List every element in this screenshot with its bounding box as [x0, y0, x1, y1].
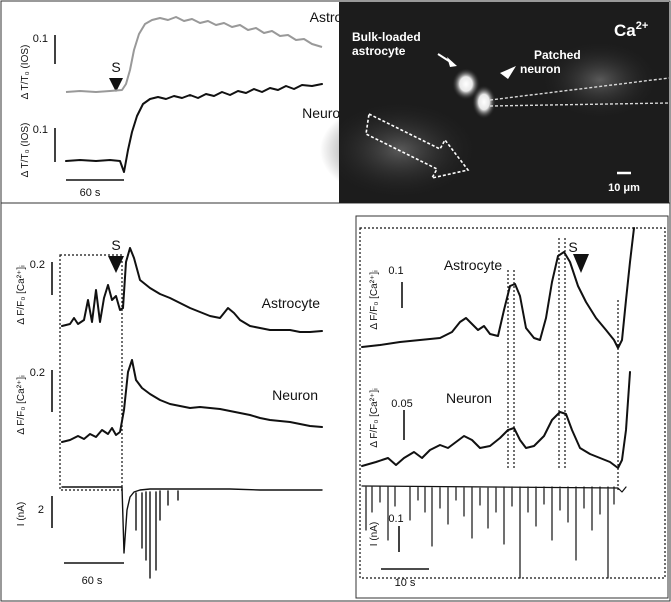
panel-d-inset-box — [359, 227, 666, 579]
panel-c-astrocyte-label: Astrocyte — [262, 295, 321, 311]
panel-d-time-label: 10 s — [395, 577, 416, 589]
panel-c-inset-box — [59, 254, 123, 491]
panel-d-scale-neuron-label: 0.05 — [391, 398, 412, 410]
background-haze-2 — [540, 40, 660, 120]
pipette-upper — [489, 77, 670, 101]
panel-a: Astrocyte Neuron S 0.1 0.1 60 s Δ T/T₀ (… — [20, 9, 368, 199]
panel-c-ylabel-current: I (nA) — [16, 502, 27, 526]
panel-a-astrocyte-trace — [65, 16, 323, 93]
panel-c-stim-arrow — [108, 256, 124, 273]
panel-c-stim-label: S — [111, 237, 120, 253]
panel-d-astrocyte-label: Astrocyte — [444, 257, 503, 273]
panel-c-astrocyte-trace — [61, 247, 323, 333]
panel-a-scale-neuron-label: 0.1 — [33, 124, 48, 136]
panel-c-ylabel-neuron: Δ F/F₀ [Ca²⁺]ᵢ — [16, 375, 27, 435]
dotted-arrow — [365, 112, 470, 180]
panel-c-scale-current-label: 2 — [38, 504, 44, 516]
astrocyte-word-label: astrocyte — [352, 44, 406, 58]
panel-a-neuron-trace — [65, 83, 323, 173]
bulk-loaded-label: Bulk-loaded — [352, 30, 421, 44]
panel-a-neuron-label: Neuron — [302, 105, 348, 121]
astrocyte-pointer-head — [447, 57, 457, 67]
panel-d: Astrocyte Neuron S 0.1 0.05 0.1 10 s Δ F… — [355, 215, 669, 599]
panel-d-stim-arrow — [573, 254, 589, 273]
panel-a-stim-label: S — [111, 59, 120, 75]
panel-c-scale-neuron-label: 0.2 — [30, 367, 45, 379]
panel-a-ylabel-neuron: Δ T/T₀ (IOS) — [20, 123, 31, 178]
image-scale-label: 10 μm — [608, 182, 640, 194]
panel-d-ylabel-astrocyte: Δ F/F₀ [Ca²⁺]ᵢ — [369, 270, 380, 330]
panel-a-stim-arrow — [109, 78, 123, 92]
panel-d-frame — [355, 215, 669, 599]
panel-a-scale-astrocyte-label: 0.1 — [33, 33, 48, 45]
panel-b: Ca2+ Bulk-loaded astrocyte Patched neuro… — [320, 2, 670, 203]
patched-label: Patched — [534, 48, 581, 62]
panel-d-stim-label: S — [568, 239, 577, 255]
panel-c: S Astrocyte Neuron 0.2 0.2 2 60 s Δ F/F₀… — [16, 237, 323, 587]
panel-a-ylabel-astrocyte: Δ T/T₀ (IOS) — [20, 45, 31, 100]
panel-d-neuron-label: Neuron — [446, 390, 492, 406]
panel-d-current-trace — [361, 485, 627, 579]
panel-d-neuron-trace — [361, 371, 631, 469]
neuron-cell — [472, 85, 496, 119]
panel-d-scale-astrocyte-label: 0.1 — [388, 265, 403, 277]
neuron-word-label: neuron — [520, 62, 561, 76]
panel-d-ylabel-current: I (nA) — [369, 522, 380, 546]
panel-d-ylabel-neuron: Δ F/F₀ [Ca²⁺]ᵢ — [369, 388, 380, 448]
panel-c-ylabel-astrocyte: Δ F/F₀ [Ca²⁺]ᵢ — [16, 265, 27, 325]
panel-c-neuron-trace — [61, 359, 323, 443]
panel-a-time-label: 60 s — [80, 187, 101, 199]
panel-c-neuron-label: Neuron — [272, 387, 318, 403]
ion-label: Ca2+ — [614, 20, 648, 40]
panel-c-scale-astrocyte-label: 0.2 — [30, 259, 45, 271]
panel-d-astrocyte-trace — [361, 227, 635, 349]
neuron-pointer-head — [500, 66, 516, 79]
panel-d-scale-current-label: 0.1 — [388, 513, 403, 525]
panel-c-current-trace — [61, 486, 323, 579]
astrocyte-cell — [452, 68, 480, 100]
panel-c-time-label: 60 s — [82, 575, 103, 587]
